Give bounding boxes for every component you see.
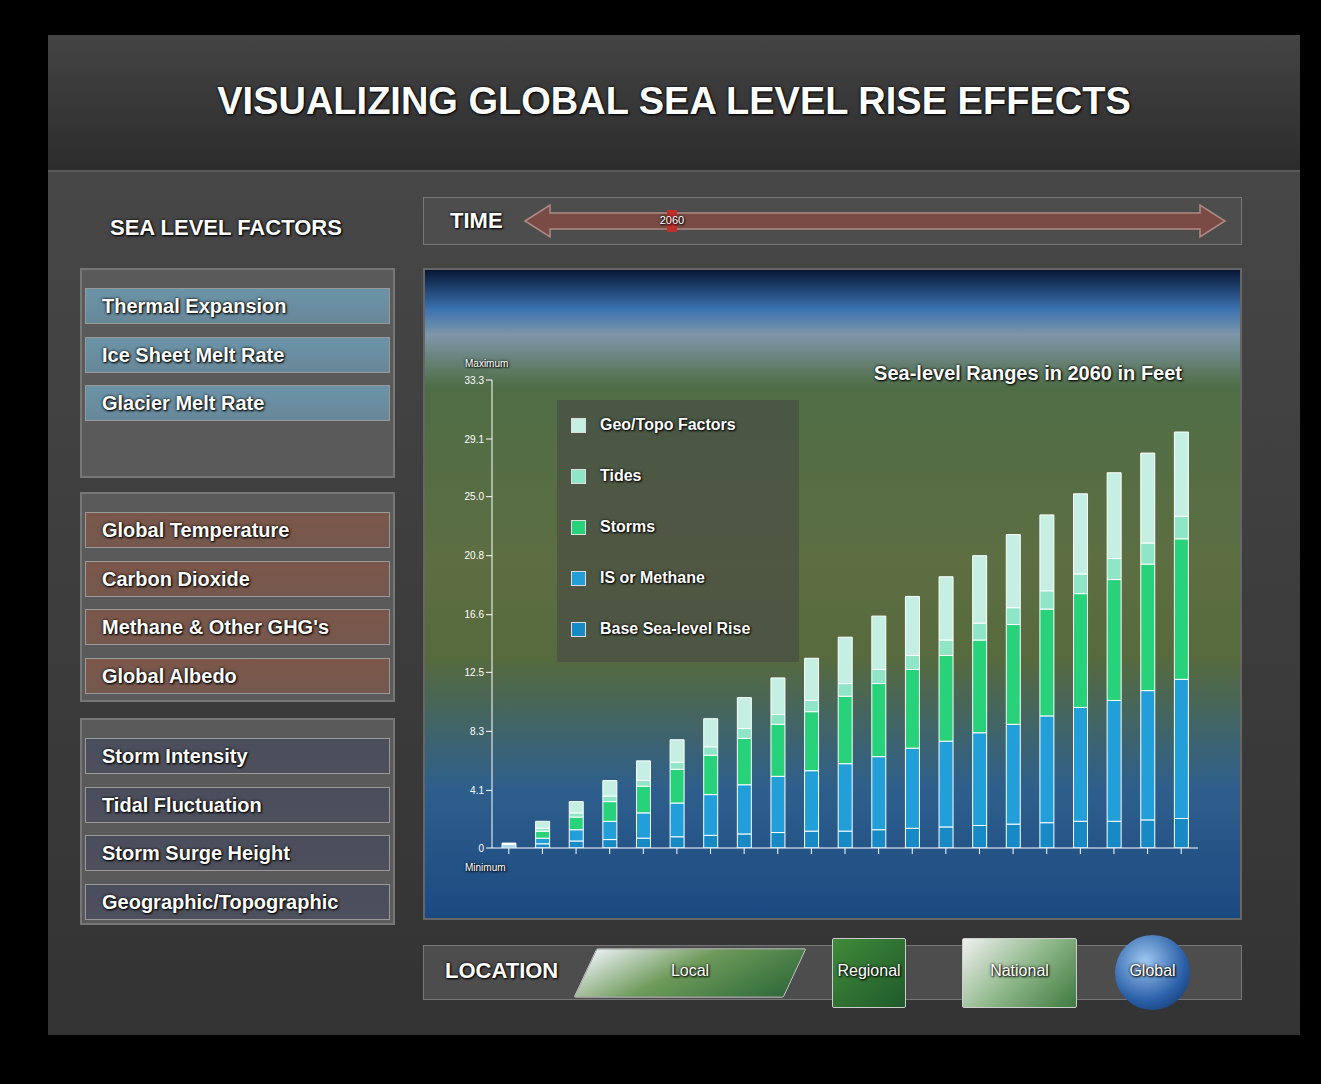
html-text:Minimum: Minimum [465,862,506,873]
html-text:Storm Intensity: Storm Intensity [102,745,248,767]
html-text:Tides: Tides [600,467,642,484]
html-text:TIME: TIME [450,208,503,233]
svg-text:29.1: 29.1 [465,434,485,445]
svg-text:25.0: 25.0 [465,491,485,502]
svg-text:0: 0 [478,843,484,854]
html-text:Global Temperature: Global Temperature [102,519,290,541]
svg-text:16.6: 16.6 [465,609,485,620]
svg-text:12.5: 12.5 [465,667,485,678]
html-text:Ice Sheet Melt Rate: Ice Sheet Melt Rate [102,343,285,366]
html-text:Methane & Other GHG's: Methane & Other GHG's [102,616,329,638]
html-text:Global: Global [1129,962,1176,979]
html-text:VISUALIZING GLOBAL SEA LEVEL R: VISUALIZING GLOBAL SEA LEVEL RISE EFFECT… [217,80,1131,122]
html-text:National: National [990,962,1049,979]
html-text:Maximum: Maximum [465,358,509,369]
svg-text:4.1: 4.1 [470,785,484,796]
svg-text:20.8: 20.8 [465,550,485,561]
html-text:Local: Local [670,962,710,979]
html-text:Tidal Fluctuation: Tidal Fluctuation [102,793,262,816]
html-text:Glacier Melt Rate: Glacier Melt Rate [102,392,265,414]
svg-text:33.3: 33.3 [465,375,485,386]
html-text:LOCATION: LOCATION [445,958,559,983]
html-text:Thermal Expansion: Thermal Expansion [102,295,287,317]
html-text:Storm Surge Height: Storm Surge Height [102,842,290,864]
html-text:Geographic/Topographic: Geographic/Topographic [102,890,339,913]
html-text:2060: 2060 [659,214,685,226]
html-text:Storms: Storms [600,518,656,535]
html-text:SEA LEVEL FACTORS: SEA LEVEL FACTORS [110,215,342,240]
svg-text:8.3: 8.3 [470,726,484,737]
html-text:Carbon Dioxide: Carbon Dioxide [102,567,250,590]
html-text:Base Sea-level Rise: Base Sea-level Rise [600,620,751,637]
html-text:Geo/Topo Factors: Geo/Topo Factors [600,416,736,433]
html-text:Sea-level Ranges in 2060 in Fe: Sea-level Ranges in 2060 in Feet [874,362,1182,384]
html-text:IS or Methane: IS or Methane [600,569,705,586]
html-text:Regional: Regional [837,962,901,979]
html-text:Global Albedo: Global Albedo [102,664,237,687]
